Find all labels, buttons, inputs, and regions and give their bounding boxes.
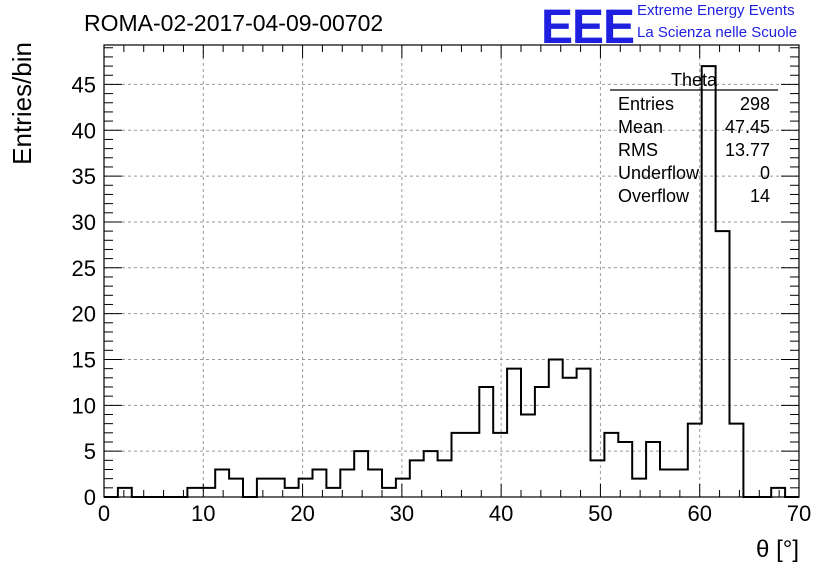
histogram-bin <box>618 442 632 497</box>
stats-box-name: Theta <box>671 70 718 90</box>
x-tick-label: 40 <box>489 501 513 526</box>
y-tick-label: 45 <box>72 72 96 97</box>
y-axis-label: Entries/bin <box>7 42 37 165</box>
histogram-bin <box>577 369 591 497</box>
histogram-bin <box>187 488 201 497</box>
histogram-bin <box>521 414 535 497</box>
histogram-bin <box>535 387 549 497</box>
y-tick-label: 15 <box>72 347 96 372</box>
y-tick-label: 25 <box>72 256 96 281</box>
histogram-bin <box>563 378 577 497</box>
histogram-bin <box>702 66 716 497</box>
histogram-bin <box>632 479 646 497</box>
stats-value: 13.77 <box>725 140 770 160</box>
histogram-bin <box>507 369 521 497</box>
stats-label: Underflow <box>618 163 700 183</box>
histogram-bin <box>438 460 452 497</box>
histogram-bin <box>771 488 785 497</box>
histogram-bin <box>118 488 132 497</box>
y-tick-label: 30 <box>72 210 96 235</box>
stats-label: Mean <box>618 117 663 137</box>
histogram-bin <box>215 469 229 497</box>
x-tick-label: 50 <box>588 501 612 526</box>
histogram-bin <box>465 433 479 497</box>
histogram-bin <box>382 488 396 497</box>
histogram-bin <box>730 424 744 497</box>
histogram-bin <box>479 387 493 497</box>
histogram-bin <box>326 488 340 497</box>
stats-value: 298 <box>740 94 770 114</box>
histogram-bin <box>493 433 507 497</box>
histogram-bin <box>591 460 605 497</box>
y-tick-label: 40 <box>72 118 96 143</box>
stats-label: Entries <box>618 94 674 114</box>
histogram-bin <box>396 479 410 497</box>
stats-value: 14 <box>750 186 770 206</box>
histogram-bin <box>257 479 271 497</box>
histogram-bin <box>674 469 688 497</box>
histogram-bin <box>229 479 243 497</box>
logo-line-1: Extreme Energy Events <box>637 2 795 19</box>
histogram-bin <box>549 359 563 497</box>
histogram-bin <box>604 433 618 497</box>
y-tick-label: 35 <box>72 164 96 189</box>
y-tick-label: 10 <box>72 393 96 418</box>
histogram-bin <box>660 469 674 497</box>
x-tick-label: 30 <box>390 501 414 526</box>
histogram-bin <box>716 231 730 497</box>
x-axis-label: θ [°] <box>756 536 799 563</box>
histogram-bin <box>354 451 368 497</box>
logo-line-2: La Scienza nelle Scuole <box>637 24 798 41</box>
plot-frame <box>103 44 800 498</box>
stats-label: RMS <box>618 140 658 160</box>
histogram-bin <box>646 442 660 497</box>
stats-label: Overflow <box>618 186 690 206</box>
y-tick-label: 5 <box>84 439 96 464</box>
histogram-bin <box>452 433 466 497</box>
histogram-bin <box>368 469 382 497</box>
stats-value: 47.45 <box>725 117 770 137</box>
histogram-line <box>104 65 799 498</box>
x-tick-label: 0 <box>98 501 110 526</box>
run-title: ROMA-02-2017-04-09-00702 <box>84 10 384 36</box>
x-tick-label: 20 <box>290 501 314 526</box>
histogram-bin <box>424 451 438 497</box>
x-tick-label: 60 <box>687 501 711 526</box>
histogram-bin <box>285 488 299 497</box>
y-tick-label: 0 <box>84 485 96 510</box>
histogram-bin <box>313 469 327 497</box>
x-tick-label: 70 <box>787 501 811 526</box>
y-tick-label: 20 <box>72 302 96 327</box>
x-tick-label: 10 <box>191 501 215 526</box>
stats-value: 0 <box>760 163 770 183</box>
histogram-bin <box>299 479 313 497</box>
